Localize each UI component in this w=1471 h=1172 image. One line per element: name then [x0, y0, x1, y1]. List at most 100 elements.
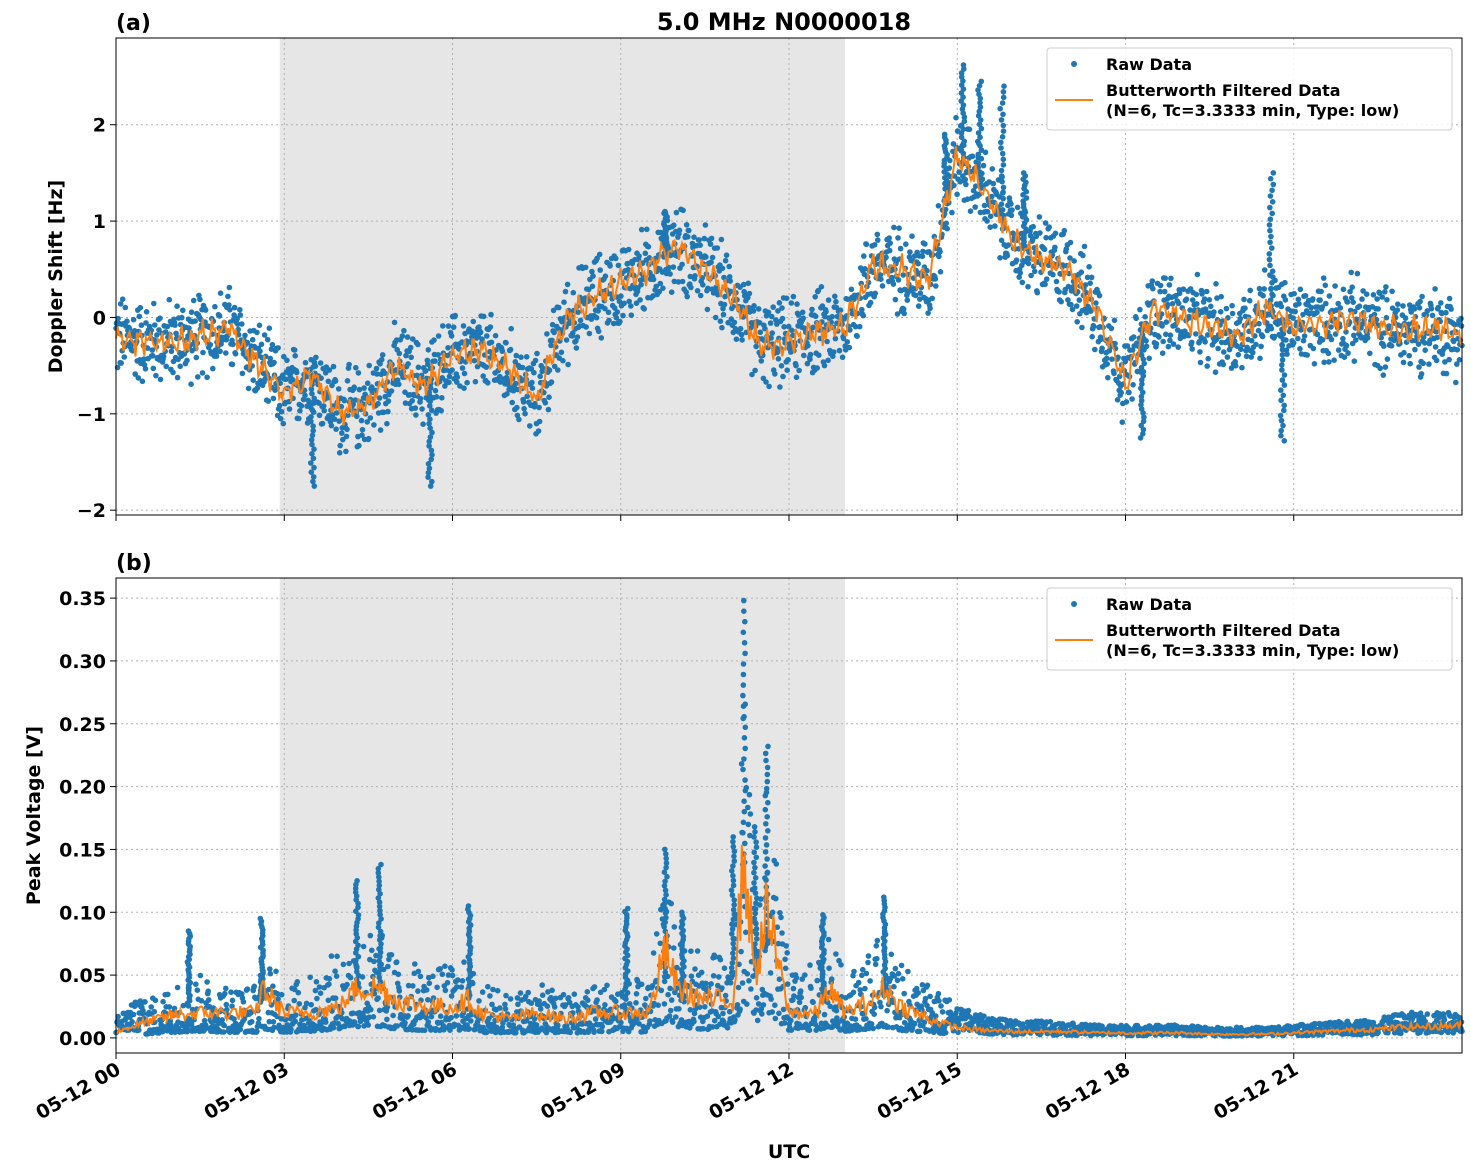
raw-point [650, 276, 657, 283]
raw-point [1267, 175, 1274, 182]
raw-point [1104, 361, 1110, 367]
raw-point [703, 980, 709, 987]
raw-point [367, 932, 374, 939]
raw-point [1331, 357, 1337, 364]
raw-point [692, 966, 698, 972]
raw-point [1326, 359, 1332, 365]
raw-point [755, 1001, 762, 1007]
raw-point [694, 288, 701, 294]
raw-point [555, 367, 561, 373]
raw-point [354, 413, 360, 420]
raw-point [710, 973, 717, 979]
raw-point [613, 998, 619, 1005]
raw-point [1281, 382, 1288, 388]
raw-point [278, 408, 285, 415]
raw-point [953, 114, 959, 121]
raw-point [679, 278, 686, 285]
raw-point [1453, 379, 1459, 386]
raw-point [874, 231, 881, 238]
raw-point [523, 354, 530, 360]
raw-point [686, 227, 692, 234]
raw-point [720, 311, 727, 318]
raw-point [1279, 357, 1286, 363]
raw-point [954, 191, 960, 198]
raw-point [688, 948, 694, 954]
raw-point [745, 821, 752, 828]
raw-point [707, 241, 714, 247]
raw-point [421, 1027, 428, 1034]
raw-point [874, 955, 880, 962]
raw-point [1279, 367, 1285, 373]
raw-point [658, 987, 665, 994]
raw-point [667, 985, 673, 992]
raw-point [892, 965, 899, 972]
raw-point [445, 323, 452, 329]
raw-point [1123, 399, 1130, 405]
raw-point [1073, 303, 1080, 309]
raw-point [697, 292, 704, 299]
raw-point [915, 990, 921, 996]
raw-point [772, 371, 778, 377]
raw-point [1218, 293, 1224, 300]
raw-point [1310, 345, 1317, 352]
raw-point [767, 970, 774, 976]
raw-point [234, 316, 240, 322]
raw-point [872, 290, 878, 297]
raw-point [620, 312, 626, 319]
raw-point [980, 162, 987, 169]
raw-point [326, 981, 332, 987]
raw-point [613, 314, 620, 321]
raw-point [1108, 325, 1115, 332]
raw-point [1253, 341, 1259, 348]
raw-point [1000, 195, 1006, 202]
raw-point [470, 318, 477, 325]
raw-point [334, 953, 340, 960]
raw-point [1206, 297, 1213, 303]
raw-point [1279, 352, 1286, 358]
raw-point [969, 153, 976, 160]
raw-point [596, 251, 603, 258]
raw-point [909, 233, 915, 239]
raw-point [1215, 345, 1221, 352]
raw-point [739, 980, 746, 986]
raw-point [188, 309, 195, 316]
raw-point [442, 987, 449, 994]
raw-point [449, 972, 456, 979]
raw-point [662, 208, 668, 215]
y-tick-label: −2 [77, 500, 106, 522]
raw-point [942, 1029, 949, 1036]
raw-point [1089, 333, 1095, 340]
raw-point [932, 276, 939, 282]
raw-point [295, 989, 302, 996]
raw-point [217, 348, 223, 355]
raw-point [1259, 333, 1266, 340]
raw-point [595, 328, 602, 335]
raw-point [1109, 356, 1115, 363]
raw-point [1353, 337, 1359, 343]
raw-point [1302, 293, 1309, 299]
panel-label: (a) [116, 11, 151, 36]
raw-point [316, 984, 323, 990]
raw-point [435, 352, 441, 358]
raw-point [854, 333, 860, 340]
raw-point [740, 281, 747, 288]
raw-point [1103, 355, 1110, 362]
raw-point [303, 373, 310, 380]
raw-point [796, 999, 803, 1006]
raw-point [458, 984, 465, 990]
raw-point [1443, 370, 1450, 377]
raw-point [673, 209, 680, 216]
raw-point [829, 313, 835, 320]
raw-point [825, 297, 832, 303]
raw-point [987, 224, 993, 230]
raw-point [722, 257, 729, 264]
raw-point [442, 963, 448, 969]
raw-point [527, 423, 533, 429]
y-tick-label: 1 [93, 211, 106, 233]
raw-point [1081, 243, 1088, 250]
raw-point [582, 264, 589, 271]
raw-point [129, 1019, 135, 1025]
raw-point [823, 308, 829, 315]
raw-point [437, 966, 444, 972]
